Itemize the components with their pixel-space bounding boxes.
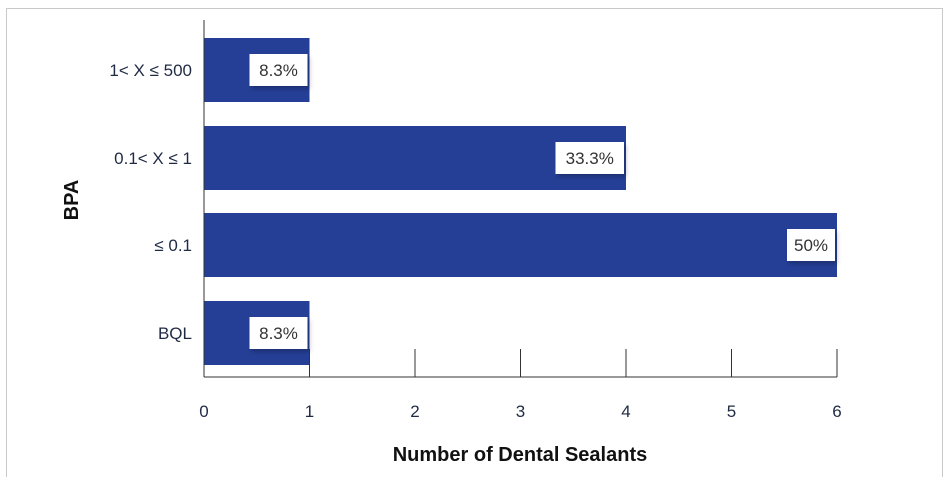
x-tick-label-0: 0 (199, 402, 208, 421)
data-label-box (249, 317, 308, 349)
data-label-box (249, 54, 308, 86)
x-axis-title: Number of Dental Sealants (393, 444, 648, 466)
category-label-3: ≤ 0.1 (154, 236, 192, 255)
x-tick-label-4: 4 (621, 402, 630, 421)
bar-3 (204, 213, 837, 277)
data-label-box (787, 229, 835, 261)
y-axis: 1< X ≤ 500 0.1< X ≤ 1 ≤ 0.1 BQL (109, 61, 192, 343)
data-label-text: 8.3% (259, 61, 298, 80)
x-tick-label-3: 3 (516, 402, 525, 421)
data-label-text: 50% (794, 236, 828, 255)
data-label-text: 8.3% (259, 324, 298, 343)
bar-series (204, 38, 837, 365)
x-axis: 0 1 2 3 4 5 6 (199, 20, 842, 421)
x-tick-label-2: 2 (410, 402, 419, 421)
category-label-2: 0.1< X ≤ 1 (114, 149, 192, 168)
y-axis-title: BPA (61, 180, 83, 221)
data-label-box (555, 142, 624, 174)
category-label-1: 1< X ≤ 500 (109, 61, 192, 80)
data-label-text: 33.3% (566, 149, 614, 168)
data-label-1: 8.3% (249, 54, 308, 86)
x-tick-label-1: 1 (305, 402, 314, 421)
x-tick-label-6: 6 (832, 402, 841, 421)
data-label-2: 33.3% (555, 142, 624, 174)
data-label-4: 8.3% (249, 317, 308, 349)
data-labels: 8.3% 33.3% 50% 8.3% (249, 54, 835, 349)
data-label-3: 50% (787, 229, 835, 261)
category-label-4: BQL (158, 324, 192, 343)
x-tick-label-5: 5 (727, 402, 736, 421)
